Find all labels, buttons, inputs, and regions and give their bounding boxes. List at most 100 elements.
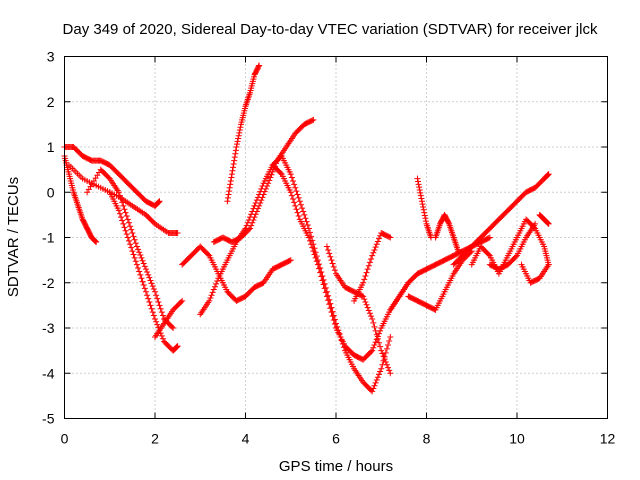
data-point [120, 202, 127, 209]
data-point [303, 218, 310, 225]
data-point [129, 229, 136, 236]
data-point [383, 361, 390, 368]
data-point [312, 254, 319, 261]
data-point [371, 341, 378, 348]
data-point [310, 248, 317, 255]
data-point [379, 350, 386, 357]
x-axis-title: GPS time / hours [279, 458, 393, 475]
series-sat-f [152, 297, 186, 341]
data-point [418, 198, 425, 205]
data-point [154, 321, 161, 328]
data-point [445, 219, 452, 226]
data-point [232, 147, 239, 154]
data-point [209, 289, 216, 296]
data-point [146, 298, 153, 305]
data-point [159, 312, 166, 319]
x-tick-label: 6 [332, 431, 340, 447]
data-point [371, 382, 378, 389]
data-point [359, 292, 366, 299]
plot-frame [64, 56, 608, 419]
data-point [145, 295, 152, 302]
data-point [153, 318, 160, 325]
series-sat-v [518, 261, 552, 286]
data-point [256, 62, 263, 69]
data-point [362, 272, 369, 279]
data-point [139, 257, 146, 264]
data-point [135, 246, 142, 253]
data-point [287, 171, 294, 178]
data-point [254, 205, 261, 212]
series-sat-w [536, 211, 552, 227]
data-point [127, 241, 134, 248]
y-tick-label: -5 [42, 411, 55, 427]
data-point [292, 184, 299, 191]
data-point [287, 189, 294, 196]
data-point [416, 184, 423, 191]
data-point [370, 385, 377, 392]
data-point [322, 289, 329, 296]
data-point [156, 198, 163, 205]
data-point [374, 335, 381, 342]
data-point [314, 261, 321, 268]
data-point [236, 127, 243, 134]
data-point [421, 209, 428, 216]
data-point [294, 191, 301, 198]
data-point [147, 277, 154, 284]
data-point [418, 195, 425, 202]
data-point [287, 257, 294, 264]
data-point [251, 202, 258, 209]
data-point [363, 269, 370, 276]
data-point [245, 226, 252, 233]
data-point [330, 263, 337, 270]
data-point [229, 167, 236, 174]
data-point [387, 334, 394, 341]
data-point [363, 301, 370, 308]
data-point [377, 343, 384, 350]
data-point [147, 302, 154, 309]
data-point [290, 196, 297, 203]
data-point [296, 198, 303, 205]
data-point [370, 344, 377, 351]
data-point [93, 239, 100, 246]
data-point [360, 279, 367, 286]
data-point [250, 216, 257, 223]
data-point [377, 368, 384, 375]
data-point [415, 178, 422, 185]
data-point [301, 211, 308, 218]
data-point [157, 305, 164, 312]
series-sat-b [61, 153, 100, 246]
y-tick-label: -4 [42, 365, 55, 381]
data-point [372, 244, 379, 251]
y-tick-label: 2 [47, 94, 55, 110]
data-point [252, 199, 259, 206]
data-point [304, 222, 311, 229]
data-point [382, 349, 389, 356]
data-point [253, 208, 260, 215]
data-point [128, 226, 135, 233]
y-tick-label: -2 [42, 275, 55, 291]
data-point [131, 236, 138, 243]
data-point [330, 317, 337, 324]
data-point [119, 217, 126, 224]
data-point [158, 309, 165, 316]
data-point [383, 345, 390, 352]
data-point [226, 184, 233, 191]
series-sat-g [179, 243, 294, 304]
y-axis-title: SDTVAR / TECUs [5, 177, 22, 297]
data-point [235, 135, 242, 142]
series-sat-h [224, 62, 263, 205]
data-point [545, 261, 552, 268]
data-point [174, 229, 181, 236]
data-point [306, 237, 313, 244]
data-point [331, 267, 338, 274]
data-point [364, 304, 371, 311]
data-point [256, 191, 263, 198]
data-point [92, 238, 99, 245]
data-point [142, 266, 149, 273]
data-point [327, 305, 334, 312]
data-point [422, 218, 429, 225]
data-point [293, 206, 300, 213]
data-point [385, 341, 392, 348]
data-point [228, 171, 235, 178]
data-point [369, 388, 376, 395]
